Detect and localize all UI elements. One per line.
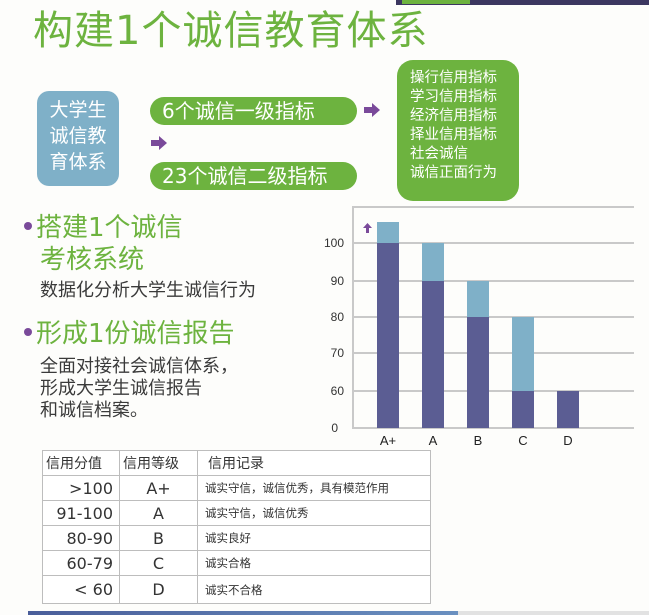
level2-indicator-pill: 23个诚信二级指标 xyxy=(150,162,357,190)
indicator-item: 学习信用指标 xyxy=(410,89,497,105)
bar-c-upper xyxy=(512,317,534,391)
bottom-decor-gray xyxy=(458,611,649,615)
column-header-score: 信用分值 xyxy=(42,450,120,476)
bottom-decor-bar xyxy=(28,611,458,615)
indicator-item: 经济信用指标 xyxy=(410,108,497,124)
cell-record: 诚实良好 xyxy=(197,525,431,551)
table-row: 80-90 B 诚实良好 xyxy=(42,525,431,551)
table-row: < 60 D 诚实不合格 xyxy=(42,575,431,604)
bullet-description: 全面对接社会诚信体系， xyxy=(40,356,238,377)
bullet-assessment-system: 搭建1个诚信 考核系统 数据化分析大学生诚信行为 xyxy=(24,212,256,302)
bar-b-lower xyxy=(467,317,489,428)
cell-score: >100 xyxy=(42,475,120,501)
gridline-90 xyxy=(352,280,634,282)
bar-d xyxy=(557,391,579,428)
column-header-grade: 信用等级 xyxy=(119,450,198,476)
table-row: 91-100 A 诚实守信，诚信优秀 xyxy=(42,500,431,526)
x-tick-label: B xyxy=(473,433,483,448)
cell-grade: A xyxy=(119,500,198,526)
y-tick-label: 80 xyxy=(330,310,344,324)
cell-record: 诚实不合格 xyxy=(197,575,431,604)
system-box: 大学生 诚信教 育体系 xyxy=(37,91,119,186)
bullet-title: 考核系统 xyxy=(40,245,145,275)
cell-score: 60-79 xyxy=(42,550,120,576)
cell-grade: A+ xyxy=(119,475,198,501)
bar-aplus-lower xyxy=(377,243,399,428)
right-arrow-icon xyxy=(364,103,380,117)
x-tick-label: A xyxy=(428,433,438,448)
cell-record: 诚实守信，诚信优秀，具有模范作用 xyxy=(197,475,431,501)
y-tick-label: 100 xyxy=(323,236,344,250)
gridline-100 xyxy=(352,242,634,244)
cell-grade: D xyxy=(119,575,198,604)
indicator-item: 择业信用指标 xyxy=(410,127,497,143)
indicator-item: 诚信正面行为 xyxy=(410,165,497,181)
x-tick-label: C xyxy=(518,433,528,448)
bullet-description: 和诚信档案。 xyxy=(40,400,148,421)
system-box-line: 育体系 xyxy=(49,151,107,173)
y-tick-label: 60 xyxy=(330,384,344,398)
cell-score: < 60 xyxy=(42,575,120,604)
indicator-list-box: 操行信用指标 学习信用指标 经济信用指标 择业信用指标 社会诚信 诚信正面行为 xyxy=(397,60,519,201)
x-tick-label: A+ xyxy=(379,433,397,448)
system-box-line: 诚信教 xyxy=(49,125,107,147)
table-header-row: 信用分值 信用等级 信用记录 xyxy=(42,450,431,476)
cell-record: 诚实守信，诚信优秀 xyxy=(197,500,431,526)
bullet-dot-icon xyxy=(24,327,32,336)
cell-score: 91-100 xyxy=(42,500,120,526)
bar-a-lower xyxy=(422,281,444,428)
top-decor-green-segment xyxy=(402,0,470,4)
credit-grade-table: 信用分值 信用等级 信用记录 >100 A+ 诚实守信，诚信优秀，具有模范作用 … xyxy=(42,450,431,604)
bar-a-upper xyxy=(422,243,444,281)
bullet-dot-icon xyxy=(24,221,32,230)
y-tick-label: 90 xyxy=(330,274,344,288)
indicator-item: 操行信用指标 xyxy=(410,70,497,86)
gridline-70 xyxy=(352,352,634,354)
credit-score-chart: 100 90 80 70 60 0 A+ A B C D xyxy=(310,205,640,450)
cell-score: 80-90 xyxy=(42,525,120,551)
system-box-line: 大学生 xyxy=(49,99,107,121)
y-tick-label: 0 xyxy=(331,421,338,435)
bullet-description: 形成大学生诚信报告 xyxy=(40,378,202,399)
x-axis-line xyxy=(352,427,634,429)
chart-top-border xyxy=(352,206,634,208)
indicator-item: 社会诚信 xyxy=(410,146,468,162)
column-header-record: 信用记录 xyxy=(197,450,431,476)
y-tick-label: 70 xyxy=(330,346,344,360)
level1-indicator-pill: 6个诚信一级指标 xyxy=(150,97,357,125)
bar-c-lower xyxy=(512,391,534,428)
up-arrow-icon xyxy=(363,223,372,233)
gridline-80 xyxy=(352,316,634,318)
bar-aplus-upper xyxy=(377,222,399,243)
right-arrow-icon xyxy=(151,136,167,150)
cell-grade: C xyxy=(119,550,198,576)
bullet-description: 数据化分析大学生诚信行为 xyxy=(40,280,256,301)
bullet-title: 形成1份诚信报告 xyxy=(24,318,238,350)
cell-record: 诚实合格 xyxy=(197,550,431,576)
bullet-credit-report: 形成1份诚信报告 全面对接社会诚信体系， 形成大学生诚信报告 和诚信档案。 xyxy=(24,318,238,422)
gridline-60 xyxy=(352,390,634,392)
x-tick-label: D xyxy=(563,433,573,448)
table-row: >100 A+ 诚实守信，诚信优秀，具有模范作用 xyxy=(42,475,431,501)
cell-grade: B xyxy=(119,525,198,551)
page-title: 构建1个诚信教育体系 xyxy=(33,8,429,54)
bullet-title: 搭建1个诚信 xyxy=(24,212,256,244)
top-decor-bar xyxy=(396,0,649,5)
bar-b-upper xyxy=(467,281,489,317)
table-row: 60-79 C 诚实合格 xyxy=(42,550,431,576)
